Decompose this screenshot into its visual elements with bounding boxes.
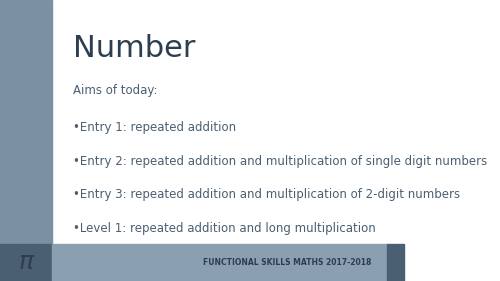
Text: •Level 1: repeated addition and long multiplication: •Level 1: repeated addition and long mul… (72, 222, 376, 235)
Bar (388, 244, 404, 281)
Text: FUNCTIONAL SKILLS MATHS 2017-2018: FUNCTIONAL SKILLS MATHS 2017-2018 (203, 258, 371, 267)
Text: Aims of today:: Aims of today: (72, 84, 157, 97)
Text: $\pi$: $\pi$ (18, 251, 35, 274)
Bar (0, 0, 52, 244)
Bar (0, 244, 52, 281)
Text: Number: Number (72, 34, 195, 63)
Bar (52, 244, 388, 281)
Text: •Entry 2: repeated addition and multiplication of single digit numbers: •Entry 2: repeated addition and multipli… (72, 155, 487, 167)
Text: •Entry 1: repeated addition: •Entry 1: repeated addition (72, 121, 236, 134)
Text: •Entry 3: repeated addition and multiplication of 2-digit numbers: •Entry 3: repeated addition and multipli… (72, 188, 460, 201)
